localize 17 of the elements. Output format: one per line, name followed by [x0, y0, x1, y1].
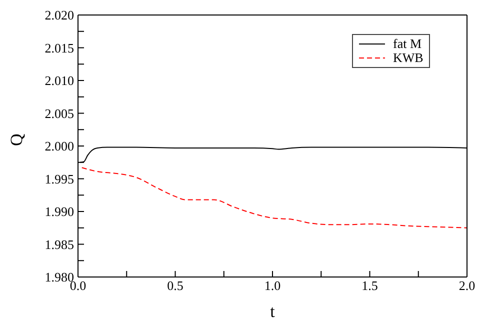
x-axis-title: t: [270, 302, 276, 321]
y-tick-label: 2.010: [44, 73, 74, 88]
y-tick-label: 2.020: [44, 8, 74, 23]
y-tick-label: 2.015: [44, 40, 74, 56]
legend-label: KWB: [393, 50, 424, 65]
line-series: [81, 167, 467, 228]
y-tick-label: 2.000: [44, 138, 74, 154]
y-tick-label: 2.005: [44, 106, 74, 121]
y-tick-label: 1.985: [44, 236, 74, 252]
x-tick-label: 0.5: [167, 278, 184, 294]
x-tick-label: 1.5: [362, 278, 378, 294]
x-tick-label: 1.0: [264, 278, 281, 294]
legend-label: fat M: [393, 36, 422, 51]
y-tick-label: 1.995: [44, 171, 74, 186]
y-tick-label: 1.990: [44, 204, 74, 220]
x-tick-label: 2.0: [458, 278, 476, 294]
y-axis-title: Q: [7, 134, 26, 146]
